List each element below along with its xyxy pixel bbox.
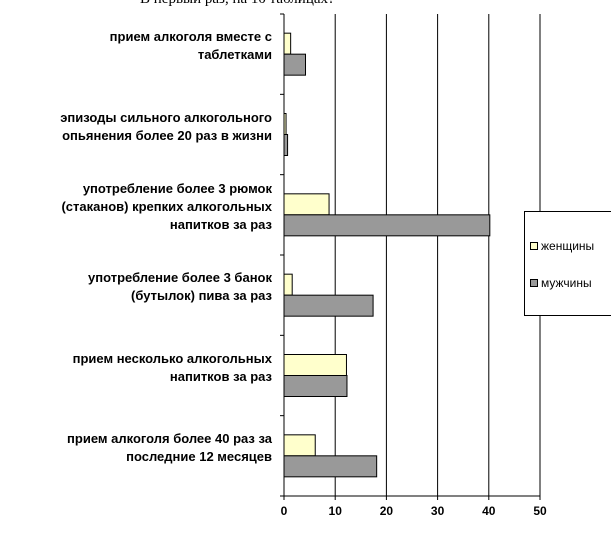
category-label-4: прием несколько алкогольных напитков за р… (73, 350, 272, 386)
x-tick-label-0: 0 (281, 504, 288, 518)
bar-women-4 (283, 354, 347, 376)
bar-women-3 (283, 273, 293, 296)
category-label-4-line-1: напитков за раз (169, 368, 272, 384)
category-label-3: употребление более 3 банок (бутылок) пива… (88, 269, 272, 305)
category-label-3-line-0: употребление более 3 банок (88, 270, 272, 286)
x-tick-label-20: 20 (380, 504, 394, 518)
category-label-5-line-0: прием алкоголя более 40 раз за (67, 430, 272, 446)
x-tick-label-50: 50 (533, 504, 547, 518)
category-label-0-line-0: прием алкоголя вместе с (109, 29, 272, 45)
category-label-2-line-0: употребление более 3 рюмок (82, 180, 272, 196)
category-label-0: прием алкоголя вместе с таблетками (110, 28, 272, 64)
bar-women-0 (283, 32, 292, 55)
bar-men-1 (283, 134, 289, 156)
category-label-2: употребление более 3 рюмок (стаканов) кре… (61, 180, 272, 234)
bar-men-2 (283, 214, 491, 237)
category-label-2-line-2: напитков за раз (169, 216, 272, 232)
category-label-2-line-1: (стаканов) крепких алкогольных (61, 198, 272, 214)
x-tick-label-30: 30 (431, 504, 445, 518)
bar-men-0 (283, 53, 307, 76)
x-tick-label-40: 40 (482, 504, 496, 518)
bar-men-4 (283, 375, 348, 397)
category-label-1-line-0: эпизоды сильного алкогольного (60, 109, 272, 125)
category-label-1: эпизоды сильного алкогольного опьянения б… (60, 109, 272, 145)
category-label-0-line-1: таблетками (197, 47, 272, 63)
legend-item-women: женщины (530, 239, 594, 253)
bar-women-5 (283, 434, 316, 457)
category-label-1-line-1: опьянения более 20 раз в жизни (62, 127, 272, 143)
top-caption-text: В первый раз, на 10 таблицах? (140, 0, 335, 8)
legend: женщины мужчины (524, 211, 611, 316)
legend-label-men: мужчины (541, 276, 592, 290)
legend-label-women: женщины (541, 239, 595, 253)
legend-item-men: мужчины (530, 276, 592, 290)
legend-swatch-women (530, 242, 538, 250)
category-label-5: прием алкоголя более 40 раз за последние … (67, 430, 272, 466)
category-label-4-line-0: прием несколько алкогольных (72, 350, 272, 366)
category-label-3-line-1: (бутылок) пива за раз (131, 288, 272, 304)
category-label-5-line-1: последние 12 месяцев (126, 448, 272, 464)
x-tick-label-10: 10 (329, 504, 343, 518)
bar-men-3 (283, 294, 374, 317)
bar-women-2 (283, 193, 330, 216)
legend-swatch-men (530, 279, 538, 287)
bar-men-5 (283, 455, 378, 478)
top-caption: В первый раз, на 10 таблицах? (0, 0, 611, 14)
